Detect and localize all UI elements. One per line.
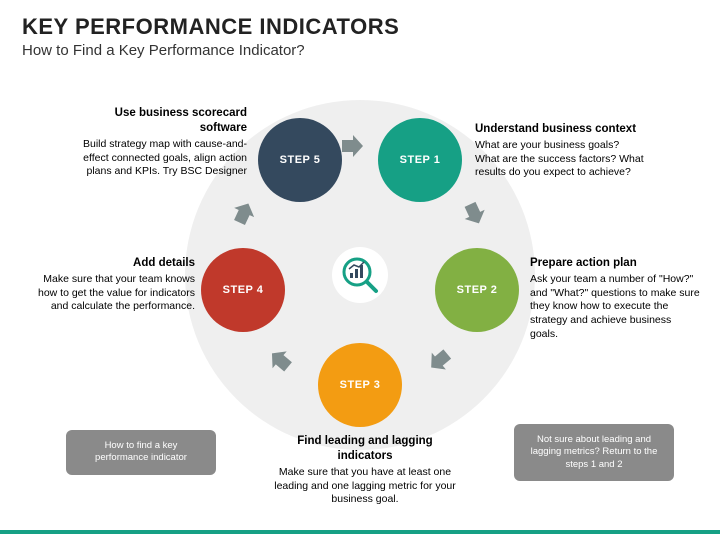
step-label-body: Ask your team a number of "How?" and "Wh… (530, 273, 700, 341)
step-label-body: Make sure that your team knows how to ge… (35, 273, 195, 314)
step-label-5: Use business scorecard softwareBuild str… (82, 106, 247, 179)
step-label-4: Add details Make sure that your team know… (35, 256, 195, 314)
step-node-5: STEP 5 (258, 118, 342, 202)
step-label-body: What are your business goals? What are t… (475, 139, 645, 180)
callout-1: How to find a key performance indicator (66, 430, 216, 475)
step-node-4: STEP 4 (201, 248, 285, 332)
diagram-canvas: STEP 1 STEP 2 STEP 3 STEP 4 STEP 5 Understand… (0, 60, 720, 500)
step-label-body: Make sure that you have at least one lea… (270, 466, 460, 507)
step-label-heading: Add details (35, 256, 195, 271)
step-label-body: Build strategy map with cause-and-effect… (82, 138, 247, 179)
callout-2: Not sure about leading and lagging metri… (514, 424, 674, 481)
step-node-2: STEP 2 (435, 248, 519, 332)
analytics-search-icon (332, 247, 388, 303)
page-title: KEY PERFORMANCE INDICATORS (22, 14, 698, 40)
footer-accent (0, 530, 720, 534)
step-label-2: Prepare action plan Ask your team a numbe… (530, 256, 700, 341)
step-label-1: Understand business context What are your… (475, 122, 645, 180)
page-subtitle: How to Find a Key Performance Indicator? (22, 42, 698, 59)
step-label-heading: Find leading and lagging indicators (270, 434, 460, 464)
step-label-heading: Use business scorecard software (82, 106, 247, 136)
step-node-1: STEP 1 (378, 118, 462, 202)
step-label-3: Find leading and lagging indicatorsMake … (270, 434, 460, 507)
flow-arrow (339, 133, 365, 164)
step-node-3: STEP 3 (318, 343, 402, 427)
step-label-heading: Understand business context (475, 122, 645, 137)
step-label-heading: Prepare action plan (530, 256, 700, 271)
